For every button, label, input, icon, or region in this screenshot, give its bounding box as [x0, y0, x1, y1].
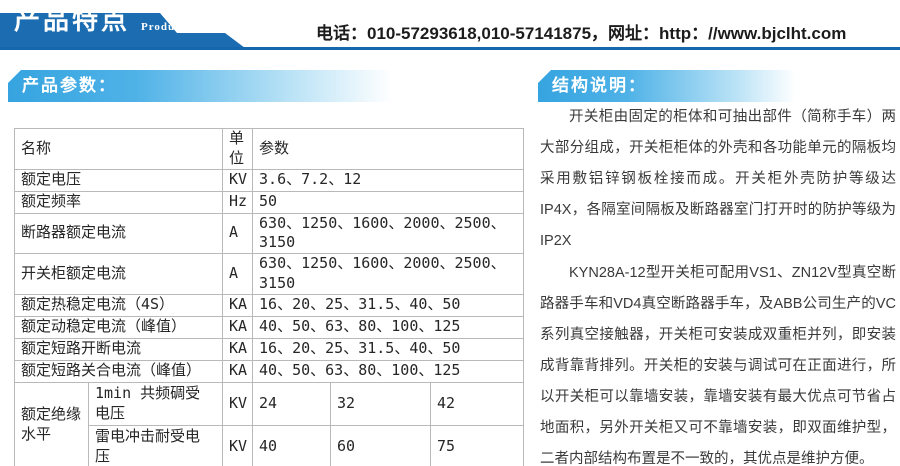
spec-name-cell: 额定电压: [13, 168, 224, 192]
spec-value-cell: 40、50、63、80、100、125: [252, 315, 525, 339]
spec-unit-cell: A: [222, 212, 254, 255]
section-title-parameters: 产品参数：: [22, 76, 117, 95]
spec-unit-cell: KA: [222, 315, 254, 339]
table-row: 额定电压 KV 3.6、7.2、12: [13, 168, 525, 192]
table-header-row: 名称 单位 参数: [13, 128, 525, 170]
spec-unit-cell: KA: [222, 293, 254, 317]
table-row: 额定短路开断电流 KA 16、20、25、31.5、40、50: [13, 337, 525, 361]
insulation-value-cell: 24: [252, 381, 332, 426]
col-header-params: 参数: [252, 128, 525, 170]
table-row: 开关柜额定电流 A 630、1250、1600、2000、2500、3150: [13, 253, 525, 295]
spec-value-cell: 40、50、63、80、100、125: [252, 359, 525, 383]
spec-value-cell: 630、1250、1600、2000、2500、3150: [252, 212, 525, 255]
contact-info: 电话：010-57293618,010-57141875，网址：http：//w…: [316, 24, 847, 43]
spec-name-cell: 额定热稳定电流（4S）: [13, 293, 224, 317]
table-row: 额定短路关合电流（峰值） KA 40、50、63、80、100、125: [13, 359, 525, 383]
table-row-insulation-1: 额定绝缘水平 1min 共频碉受电压 KV 24 32 42: [14, 381, 525, 466]
insulation-value-cell: 75: [430, 424, 525, 466]
table-row: 额定热稳定电流（4S） KA 16、20、25、31.5、40、50: [13, 293, 525, 317]
spec-value-cell: 630、1250、1600、2000、2500、3150: [252, 253, 525, 295]
spec-value-cell: 16、20、25、31.5、40、50: [252, 293, 525, 317]
banner-title: 产品特点: [14, 5, 131, 35]
insulation-group-cell: 额定绝缘水平: [14, 381, 89, 466]
spec-unit-cell: Hz: [222, 190, 254, 214]
spec-value-cell: 16、20、25、31.5、40、50: [252, 337, 525, 361]
section-title-structure: 结构说明：: [552, 76, 647, 95]
col-header-unit: 单位: [222, 128, 254, 170]
insulation-value-cell: 40: [252, 424, 332, 466]
spec-value-cell: 50: [252, 190, 525, 214]
structure-paragraph: 开关柜由固定的柜体和可抽出部件（简称手车）两大部分组成，开关柜柜体的外壳和各功能…: [540, 109, 896, 249]
spec-name-cell: 额定短路开断电流: [13, 337, 224, 361]
spec-unit-cell: KV: [222, 168, 254, 192]
spec-name-cell: 额定短路关合电流（峰值）: [13, 359, 224, 383]
spec-unit-cell: A: [222, 253, 254, 295]
spec-name-cell: 开关柜额定电流: [13, 253, 224, 295]
spec-name-cell: 额定动稳定电流（峰值）: [13, 315, 224, 339]
header-divider-line: [0, 47, 900, 50]
col-header-name: 名称: [13, 128, 224, 170]
spec-table: 名称 单位 参数 额定电压 KV 3.6、7.2、12 额定频率 Hz 50 断…: [13, 128, 525, 466]
insulation-value-cell: 42: [430, 381, 525, 426]
table-row: 额定动稳定电流（峰值） KA 40、50、63、80、100、125: [13, 315, 525, 339]
banner-subtitle: Product features: [141, 21, 242, 33]
insulation-value-cell: 60: [330, 424, 432, 466]
section-header-parameters: 产品参数：: [8, 70, 520, 102]
structure-description: 开关柜由固定的柜体和可抽出部件（简称手车）两大部分组成，开关柜柜体的外壳和各功能…: [540, 102, 896, 466]
structure-paragraph: KYN28A-12型开关柜可配用VS1、ZN12V型真空断路器手车和VD4真空断…: [540, 265, 896, 466]
table-row: 额定频率 Hz 50: [13, 190, 525, 214]
spec-unit-cell: KA: [222, 359, 254, 383]
section-header-structure: 结构说明：: [538, 70, 896, 102]
spec-unit-cell: KA: [222, 337, 254, 361]
spec-value-cell: 3.6、7.2、12: [252, 168, 525, 192]
insulation-value-cell: 32: [330, 381, 432, 426]
spec-unit-cell: KV: [222, 381, 254, 426]
table-row: 断路器额定电流 A 630、1250、1600、2000、2500、3150: [13, 212, 525, 255]
spec-name-cell: 额定频率: [13, 190, 224, 214]
insulation-subname-cell: 1min 共频碉受电压: [87, 381, 224, 426]
spec-unit-cell: KV: [222, 424, 254, 466]
table-row-insulation-2: 雷电冲击耐受电压 KV 40 60 75: [15, 424, 525, 466]
insulation-subname-cell: 雷电冲击耐受电压: [87, 424, 224, 466]
spec-name-cell: 断路器额定电流: [13, 212, 224, 255]
